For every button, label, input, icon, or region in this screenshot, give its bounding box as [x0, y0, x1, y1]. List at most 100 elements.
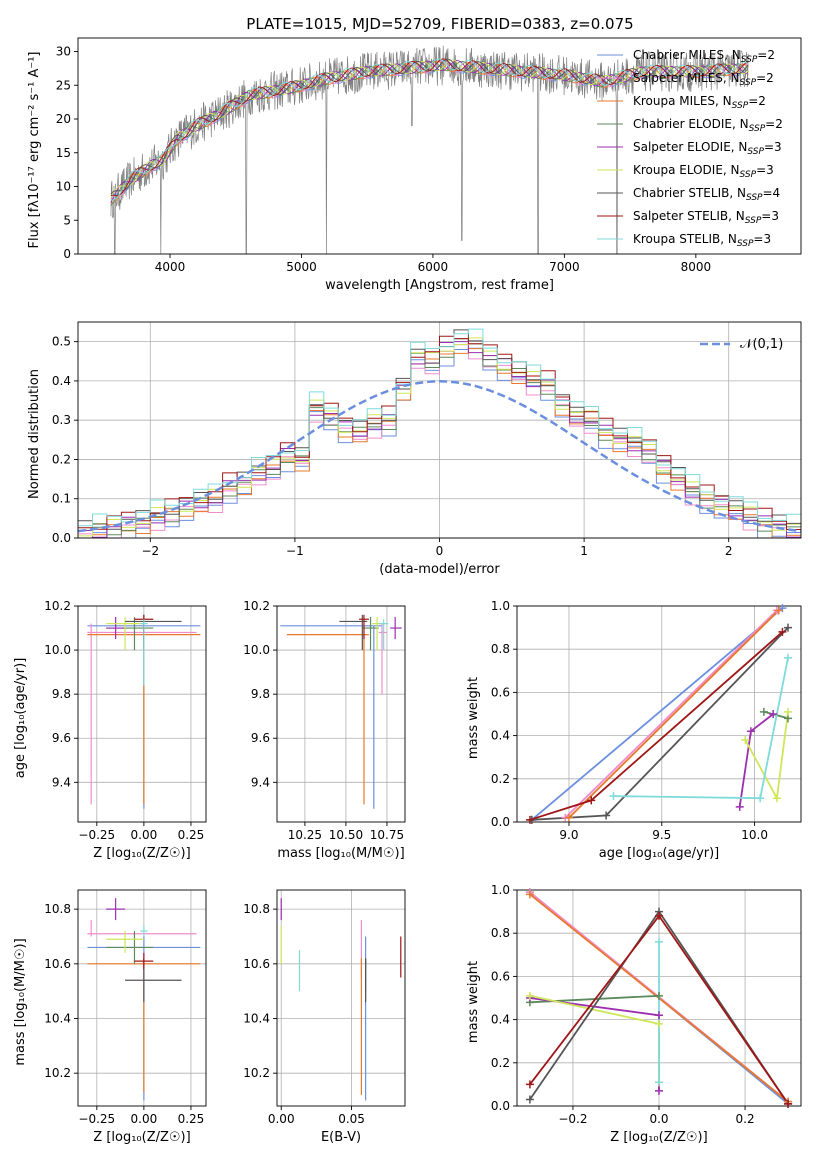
legend-label-chabrier_stelib: Chabrier STELIB, NSSP=4 [633, 186, 780, 203]
legend-label-salpeter_elodie: Salpeter ELODIE, NSSP=3 [633, 140, 782, 157]
y-tick-label: 0.8 [491, 926, 510, 940]
y-tick-label: 25 [56, 78, 71, 92]
legend-label-kroupa_miles: Kroupa MILES, NSSP=2 [633, 94, 766, 111]
y-tick-label: 0.0 [491, 1099, 510, 1113]
legend-label-chabrier_miles: Chabrier MILES, NSSP=2 [633, 48, 775, 65]
x-tick-label: −0.25 [78, 828, 115, 842]
axes-mass_vs_Z: −0.25 0.00 0.25 10.2 10.4 10.6 10.8 Z [log₁₀(Z/… [13, 889, 207, 1145]
mass-weight-marker-kroupa_stelib [784, 653, 793, 662]
x-axis-label: Z [log₁₀(Z/Z☉)] [93, 1130, 190, 1145]
mass-weight-marker-kroupa_elodie [772, 794, 781, 803]
mass-weight-marker-kroupa_miles [525, 890, 534, 899]
y-tick-label: 9.4 [251, 775, 270, 789]
mass-weight-marker-chabrier_stelib [525, 1095, 534, 1104]
axes-massweight_vs_age: 9.0 9.5 10.0 0.0 0.2 0.4 0.6 0.8 1.0 age [log₁₀(a… [466, 599, 802, 861]
x-tick-label: 0 [436, 544, 444, 558]
mass-weight-marker-kroupa_elodie [655, 1019, 663, 1028]
x-tick-label: 0.25 [178, 1112, 205, 1126]
mass-weight-marker-kroupa_stelib [655, 1078, 663, 1087]
mass-weight-marker-kroupa_stelib [655, 937, 663, 946]
y-tick-label: 0 [63, 247, 71, 261]
x-tick-label: −0.25 [78, 1112, 115, 1126]
legend-label-kroupa_elodie: Kroupa ELODIE, NSSP=3 [633, 163, 774, 180]
mass-weight-marker-kroupa_miles [774, 606, 783, 615]
residual-hist-chabrier_stelib [78, 329, 801, 530]
normal-curve [78, 380, 801, 533]
mass-weight-line-salpeter_miles [564, 609, 778, 819]
mass-weight-marker-chabrier_elodie [655, 991, 663, 1000]
x-tick-label: 0.05 [338, 1112, 365, 1126]
y-tick-label: 10.6 [44, 957, 71, 971]
x-tick-label: 2 [725, 544, 733, 558]
mass-weight-line-salpeter_elodie [529, 997, 660, 1091]
axes-age_vs_mass: 10.25 10.50 10.75 9.4 9.6 9.8 10.0 10.2 mass [lo… [243, 599, 406, 861]
y-tick-label: 10 [56, 180, 71, 194]
x-tick-label: 5000 [286, 260, 317, 274]
x-tick-label: 0.00 [268, 1112, 295, 1126]
y-tick-label: 0.4 [491, 729, 510, 743]
mass-weight-line-kroupa_elodie [529, 994, 660, 1083]
x-axis-label: wavelength [Angstrom, rest frame] [325, 278, 554, 293]
mass-weight-marker-kroupa_elodie [741, 735, 750, 744]
x-tick-label: 0.00 [131, 1112, 158, 1126]
model-fit-salpeter_elodie [110, 60, 749, 204]
axes-frame [516, 605, 802, 823]
mass-weight-marker-salpeter_elodie [655, 1086, 663, 1095]
y-tick-label: 10.2 [243, 1066, 270, 1080]
y-tick-label: 0.0 [52, 531, 71, 545]
y-axis-label: mass weight [466, 961, 481, 1043]
plot-area-age_vs_Z [87, 614, 201, 809]
y-tick-label: 10.8 [44, 902, 71, 916]
x-axis-label: Z [log₁₀(Z/Z☉)] [610, 1130, 707, 1145]
x-axis-label: (data-model)/error [379, 562, 500, 577]
x-axis-label: Z [log₁₀(Z/Z☉)] [93, 846, 190, 861]
axes-age_vs_Z: −0.25 0.00 0.25 9.4 9.6 9.8 10.0 10.2 Z [log₁₀(Z… [13, 599, 207, 861]
mass-weight-marker-salpeter_elodie [769, 710, 778, 718]
y-tick-label: 0.6 [491, 969, 510, 983]
x-tick-label: 0.2 [736, 1112, 755, 1126]
y-tick-label: 10.0 [243, 643, 270, 657]
y-tick-label: 0.1 [52, 492, 71, 506]
x-tick-label: 0.0 [649, 1112, 668, 1126]
mass-weight-line-salpeter_stelib [529, 631, 783, 821]
x-axis-label: E(B-V) [321, 1130, 361, 1145]
x-tick-label: 0.25 [178, 828, 205, 842]
mass-weight-marker-kroupa_stelib [609, 792, 618, 801]
y-tick-label: 10.2 [44, 1066, 71, 1080]
plot-area-mass_vs_Z [87, 898, 201, 1101]
mass-weight-marker-chabrier_elodie [759, 707, 768, 716]
legend-label-normal: 𝒩(0,1) [740, 337, 783, 352]
y-tick-label: 0.4 [491, 1013, 510, 1027]
mass-weight-line-kroupa_elodie [744, 711, 789, 802]
axes-mass_vs_ebv: 0.00 0.05 10.2 10.4 10.6 10.8 E(B-V) [243, 889, 406, 1145]
y-tick-label: 1.0 [491, 883, 510, 897]
y-tick-label: 5 [63, 213, 71, 227]
y-tick-label: 1.0 [491, 599, 510, 613]
x-axis-label: age [log₁₀(age/yr)] [599, 846, 720, 861]
mass-weight-marker-chabrier_stelib [784, 623, 793, 632]
mass-weight-marker-salpeter_stelib [525, 1080, 534, 1089]
axes-frame [276, 605, 406, 823]
model-fit-salpeter_stelib [110, 58, 749, 196]
axes-frame [77, 605, 207, 823]
y-tick-label: 10.0 [44, 643, 71, 657]
x-tick-label: 10.0 [741, 828, 768, 842]
x-tick-label: 9.5 [652, 828, 671, 842]
y-axis-label: Normed distribution [27, 369, 42, 499]
mass-weight-marker-kroupa_elodie [525, 991, 534, 1000]
axes-frame [77, 37, 802, 255]
mass-weight-line-chabrier_miles [531, 607, 783, 821]
x-tick-label: −0.2 [558, 1112, 587, 1126]
model-fit-kroupa_stelib [110, 58, 749, 201]
axes-massweight_vs_Z: −0.2 0.0 0.2 0.0 0.2 0.4 0.6 0.8 1.0 Z [log₁₀(Z/Z… [466, 883, 802, 1145]
mass-weight-marker-kroupa_stelib [756, 794, 765, 803]
plot-area-age_vs_mass [280, 614, 402, 809]
axes-frame [77, 889, 207, 1107]
mass-weight-line-chabrier_stelib [531, 626, 789, 821]
mass-weight-marker-salpeter_stelib [778, 627, 787, 636]
x-tick-label: −1 [286, 544, 304, 558]
y-tick-label: 0.5 [52, 335, 71, 349]
legend-label-salpeter_stelib: Salpeter STELIB, NSSP=3 [633, 209, 779, 226]
y-tick-label: 9.6 [52, 731, 71, 745]
observed-spectrum [110, 45, 749, 254]
